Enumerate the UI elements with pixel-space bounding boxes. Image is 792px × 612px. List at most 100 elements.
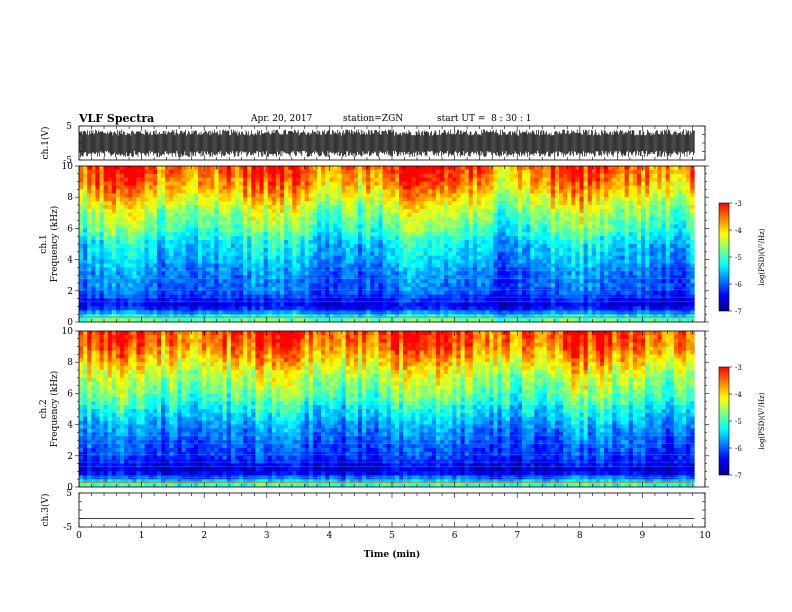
spectrogram-cell: [111, 247, 117, 253]
spectrogram-cell: [550, 166, 556, 171]
spectrogram-cell: [509, 169, 515, 175]
spectrogram-cell: [140, 236, 145, 241]
spectrogram-cell: [341, 271, 346, 276]
spectrogram-cell: [608, 263, 613, 268]
spectrogram-cell: [534, 216, 539, 221]
spectrogram-cell: [177, 267, 182, 272]
spectrogram-cell: [300, 201, 305, 206]
spectrogram-cell: [148, 185, 154, 190]
spectrogram-cell: [673, 197, 679, 202]
spectrogram-cell: [91, 275, 96, 280]
spectrogram-cell: [222, 275, 227, 280]
spectrogram-cell: [83, 216, 88, 221]
spectrogram-cell: [144, 220, 150, 225]
spectrogram-cell: [132, 224, 137, 229]
spectrogram-cell: [284, 205, 289, 210]
spectrogram-cell: [628, 169, 634, 175]
spectrogram-cell: [284, 247, 289, 253]
spectrogram-cell: [374, 247, 379, 253]
spectrogram-cell: [386, 181, 392, 186]
spectrogram-cell: [464, 263, 470, 268]
spectrogram-cell: [202, 208, 207, 214]
spectrogram-cell: [362, 271, 367, 276]
spectrogram-cell: [132, 193, 137, 198]
spectrogram-cell: [554, 271, 560, 276]
spectrogram-cell: [300, 166, 305, 171]
spectrogram-cell: [386, 232, 392, 237]
spectrogram-cell: [87, 232, 92, 237]
spectrogram-cell: [115, 240, 121, 245]
spectrogram-cell: [353, 185, 359, 190]
spectrogram-cell: [325, 169, 330, 175]
spectrogram-cell: [481, 177, 486, 182]
spectrogram-cell: [394, 251, 400, 256]
spectrogram-cell: [185, 224, 191, 229]
spectrogram-cell: [456, 201, 461, 206]
spectrogram-cell: [460, 228, 465, 233]
spectrogram-cell: [362, 205, 367, 210]
spectrogram-cell: [571, 251, 576, 256]
spectrogram-cell: [288, 271, 293, 276]
spectrogram-cell: [140, 177, 145, 182]
spectrogram-cell: [120, 251, 125, 256]
spectrogram-cell: [472, 216, 478, 221]
spectrogram-cell: [604, 271, 609, 276]
spectrogram-cell: [140, 247, 145, 253]
spectrogram-cell: [481, 232, 486, 237]
spectrogram-cell: [571, 185, 576, 190]
spectrogram-cell: [165, 271, 170, 276]
spectrogram-cell: [558, 212, 564, 217]
spectrogram-cell: [357, 185, 363, 190]
spectrogram-cell: [144, 224, 150, 229]
spectrogram-cell: [152, 166, 158, 171]
spectrogram-cell: [636, 224, 642, 229]
spectrogram-cell: [202, 220, 207, 225]
spectrogram-cell: [312, 271, 318, 276]
spectrogram-cell: [275, 255, 281, 260]
spectrogram-cell: [411, 166, 416, 171]
spectrogram-cell: [362, 201, 367, 206]
spectrogram-cell: [87, 275, 92, 280]
spectrogram-cell: [398, 224, 404, 229]
spectrogram-cell: [571, 181, 576, 186]
spectrogram-cell: [136, 220, 141, 225]
spectrogram-cell: [370, 216, 375, 221]
spectrogram-cell: [476, 189, 482, 194]
spectrogram-cell: [534, 189, 539, 194]
spectrogram-cell: [226, 216, 232, 221]
spectrogram-cell: [95, 267, 100, 272]
spectrogram-cell: [87, 177, 92, 182]
spectrogram-cell: [653, 189, 658, 194]
spectrogram-cell: [669, 247, 675, 253]
spectrogram-cell: [247, 185, 252, 190]
spectrogram-cell: [284, 189, 289, 194]
spectrogram-cell: [538, 177, 543, 182]
spectrogram-cell: [111, 259, 117, 264]
spectrogram-cell: [665, 228, 671, 233]
spectrogram-cell: [567, 236, 572, 241]
spectrogram-cell: [591, 181, 597, 186]
spectrogram-cell: [522, 201, 527, 206]
spectrogram-cell: [657, 197, 662, 202]
spectrogram-cell: [165, 197, 170, 202]
spectrogram-cell: [493, 255, 498, 260]
spectrogram-cell: [501, 197, 506, 202]
spectrogram-cell: [394, 236, 400, 241]
spectrogram-cell: [653, 177, 658, 182]
spectrogram-cell: [481, 263, 486, 268]
spectrogram-cell: [595, 173, 601, 178]
spectrogram-cell: [366, 240, 371, 245]
spectrogram-cell: [464, 212, 470, 217]
spectrogram-cell: [197, 216, 203, 221]
spectrogram-cell: [341, 263, 346, 268]
spectrogram-cell: [263, 193, 269, 198]
spectrogram-cell: [308, 244, 314, 249]
spectrogram-cell: [411, 220, 416, 225]
spectrogram-cell: [177, 177, 182, 182]
spectrogram-cell: [280, 193, 285, 198]
spectrogram-cell: [370, 205, 375, 210]
spectrogram-cell: [378, 212, 383, 217]
spectrogram-cell: [210, 271, 215, 276]
spectrogram-cell: [616, 185, 621, 190]
spectrogram-cell: [193, 212, 199, 217]
